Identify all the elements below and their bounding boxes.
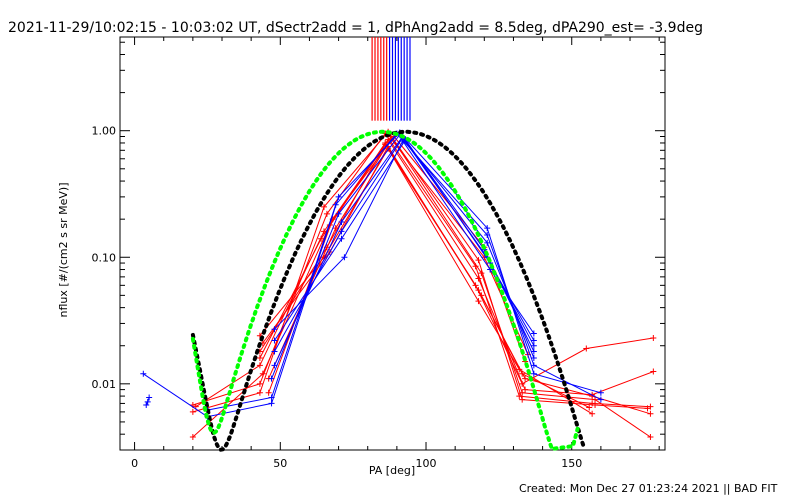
- footer-created: Created: Mon Dec 27 01:23:24 2021 || BAD…: [519, 482, 778, 495]
- red-plus-marker: [265, 389, 272, 396]
- blue-plus-marker: [484, 231, 491, 238]
- red-series-line: [192, 130, 648, 413]
- y-tick-label: 0.01: [92, 378, 117, 391]
- blue-plus-marker: [597, 396, 604, 403]
- red-plus-marker: [650, 335, 657, 342]
- y-tick-label: 0.10: [92, 251, 117, 264]
- blue-plus-marker: [271, 326, 278, 333]
- red-plus-marker: [589, 400, 596, 407]
- blue-plus-marker: [143, 402, 150, 409]
- red-plus-marker: [256, 354, 263, 361]
- y-axis-label: nflux [#/(cm2 s sr MeV)]: [57, 183, 70, 318]
- blue-plus-marker: [399, 137, 406, 144]
- red-plus-marker: [519, 396, 526, 403]
- blue-plus-marker: [530, 337, 537, 344]
- blue-series-line: [274, 138, 535, 341]
- chart-title: 2021-11-29/10:02:15 - 10:03:02 UT, dSect…: [8, 20, 703, 36]
- blue-plus-marker: [268, 400, 275, 407]
- blue-plus-marker: [530, 354, 537, 361]
- red-plus-marker: [519, 389, 526, 396]
- red-plus-marker: [583, 345, 590, 352]
- red-plus-marker: [256, 389, 263, 396]
- red-plus-marker: [519, 380, 526, 387]
- red-plus-marker: [318, 235, 325, 242]
- red-plus-marker: [478, 292, 485, 299]
- blue-plus-marker: [338, 218, 345, 225]
- blue-plus-marker: [338, 228, 345, 235]
- blue-plus-marker: [530, 330, 537, 337]
- blue-series-line: [274, 136, 535, 352]
- red-plus-marker: [522, 375, 529, 382]
- red-plus-marker: [647, 434, 654, 441]
- red-plus-marker: [516, 393, 523, 400]
- red-plus-marker: [321, 203, 328, 210]
- blue-plus-marker: [140, 370, 147, 377]
- blue-plus-marker: [268, 375, 275, 382]
- x-tick-label: 100: [416, 457, 437, 470]
- red-series-line: [195, 138, 654, 408]
- blue-plus-marker: [335, 210, 342, 217]
- red-plus-marker: [647, 410, 654, 417]
- red-plus-marker: [385, 145, 392, 152]
- blue-plus-marker: [146, 394, 153, 401]
- blue-plus-marker: [487, 266, 494, 273]
- data-series: [140, 128, 657, 441]
- red-plus-marker: [592, 402, 599, 409]
- x-tick-label: 50: [273, 457, 287, 470]
- red-plus-marker: [589, 410, 596, 417]
- blue-plus-marker: [271, 337, 278, 344]
- blue-plus-marker: [484, 239, 491, 246]
- blue-series-line: [143, 131, 602, 418]
- red-plus-marker: [475, 275, 482, 282]
- blue-plus-marker: [335, 193, 342, 200]
- red-plus-marker: [323, 210, 330, 217]
- blue-plus-marker: [332, 201, 339, 208]
- blue-plus-marker: [484, 225, 491, 232]
- red-plus-marker: [592, 396, 599, 403]
- red-plus-marker: [256, 362, 263, 369]
- x-axis-label: PA [deg]: [369, 464, 415, 477]
- red-plus-marker: [522, 386, 529, 393]
- blue-plus-marker: [530, 348, 537, 355]
- plot-area: 0 50 100 150 0.01 0.10 1.00: [92, 36, 666, 470]
- y-tick-label: 1.00: [92, 125, 117, 138]
- red-plus-marker: [256, 380, 263, 387]
- blue-plus-marker: [144, 398, 151, 405]
- red-plus-marker: [516, 366, 523, 373]
- red-plus-marker: [475, 257, 482, 264]
- green-fit-curve: [190, 129, 580, 452]
- x-tick-label: 150: [561, 457, 582, 470]
- red-plus-marker: [647, 403, 654, 410]
- blue-plus-marker: [341, 254, 348, 261]
- red-plus-marker: [189, 408, 196, 415]
- blue-plus-marker: [530, 370, 537, 377]
- red-plus-marker: [189, 434, 196, 441]
- red-plus-marker: [586, 404, 593, 411]
- red-plus-marker: [650, 368, 657, 375]
- axis-ticks: 0 50 100 150 0.01 0.10 1.00: [92, 37, 665, 470]
- blue-plus-marker: [268, 394, 275, 401]
- blue-plus-marker: [597, 389, 604, 396]
- blue-plus-marker: [530, 342, 537, 349]
- blue-plus-marker: [271, 348, 278, 355]
- blue-plus-marker: [271, 362, 278, 369]
- red-series-line: [192, 135, 651, 438]
- vertical-markers: [371, 37, 411, 121]
- x-tick-label: 0: [131, 457, 138, 470]
- red-plus-marker: [332, 225, 339, 232]
- blue-plus-marker: [338, 235, 345, 242]
- red-plus-marker: [478, 270, 485, 277]
- red-plus-marker: [259, 370, 266, 377]
- black-fit-curve: [190, 129, 587, 452]
- fit-curves: [190, 129, 587, 452]
- red-series-line: [259, 143, 651, 415]
- red-plus-marker: [519, 370, 526, 377]
- red-plus-marker: [475, 298, 482, 305]
- blue-plus-marker: [530, 362, 537, 369]
